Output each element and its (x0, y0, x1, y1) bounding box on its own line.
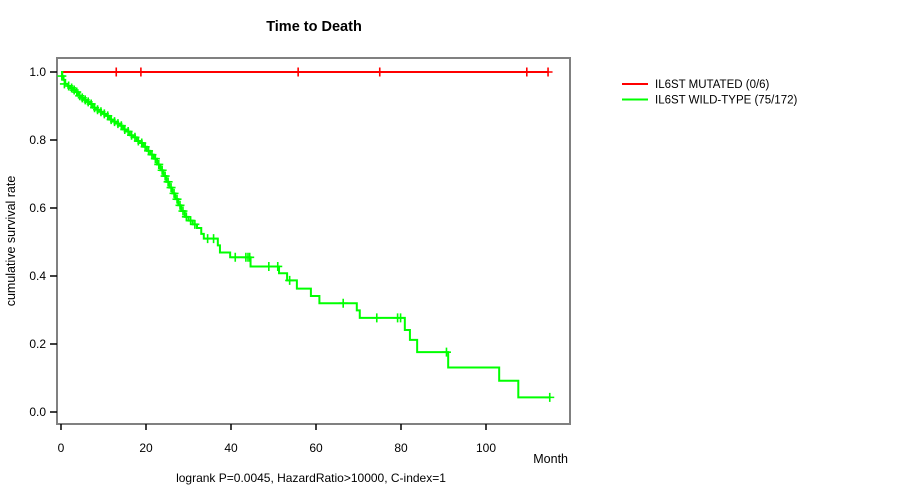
censor-mark (136, 67, 146, 77)
x-tick-label: 100 (476, 441, 496, 455)
censor-mark (441, 347, 451, 357)
censor-mark (169, 188, 179, 198)
x-tick-label: 40 (224, 441, 238, 455)
censor-mark (264, 261, 274, 271)
censor-mark (172, 194, 182, 204)
censor-mark (543, 67, 553, 77)
x-axis-label: Month (533, 452, 568, 466)
x-tick-label: 80 (394, 441, 408, 455)
censor-mark (375, 67, 385, 77)
y-tick-label: 0.2 (29, 337, 46, 351)
censor-mark (59, 79, 69, 89)
censor-mark (293, 67, 303, 77)
censor-mark (338, 298, 348, 308)
y-tick-label: 0.6 (29, 201, 46, 215)
censor-mark (150, 154, 160, 164)
legend-item-mutated: IL6ST MUTATED (0/6) (622, 79, 770, 91)
censor-mark (160, 171, 170, 181)
legend-item-label: IL6ST WILD-TYPE (75/172) (655, 95, 797, 107)
y-axis-label: cumulative survival rate (4, 176, 18, 307)
censor-mark (273, 261, 283, 271)
x-tick-label: 0 (58, 441, 65, 455)
chart-title: Time to Death (266, 19, 362, 35)
censor-mark (230, 252, 240, 262)
censor-mark (285, 275, 295, 285)
censor-mark (522, 67, 532, 77)
censor-mark (111, 67, 121, 77)
x-tick-label: 60 (309, 441, 323, 455)
y-tick-label: 0.8 (29, 133, 46, 147)
y-tick-label: 0.4 (29, 269, 46, 283)
censor-mark (545, 392, 555, 402)
censor-mark (157, 165, 167, 175)
censor-mark (175, 200, 185, 210)
censor-marks-il6st-mutated-0-6 (111, 67, 553, 77)
y-tick-label: 1.0 (29, 65, 46, 79)
censor-mark (154, 159, 164, 169)
legend-item-wild-type: IL6ST WILD-TYPE (75/172) (622, 95, 797, 107)
km-curve-il6st-wild-type-75-172 (61, 71, 551, 399)
censor-mark (396, 313, 406, 323)
censor-mark (372, 313, 382, 323)
censor-mark (178, 206, 188, 216)
censor-mark (190, 219, 200, 229)
censor-mark (245, 252, 255, 262)
footer-stats: logrank P=0.0045, HazardRatio>10000, C-i… (176, 471, 446, 485)
censor-mark (209, 234, 219, 244)
y-tick-label: 0.0 (29, 405, 46, 419)
x-tick-label: 20 (139, 441, 153, 455)
legend: IL6ST MUTATED (0/6) IL6ST WILD-TYPE (75/1… (622, 79, 797, 107)
censor-marks-il6st-wild-type-75-172 (57, 71, 555, 402)
plot-area: 0 20 40 60 80 100 0.0 0.2 0.4 0.6 0.8 1.0 (29, 57, 571, 455)
censor-mark (163, 177, 173, 187)
plot-box (56, 57, 571, 425)
censor-mark (57, 71, 67, 81)
legend-item-label: IL6ST MUTATED (0/6) (655, 79, 770, 91)
censor-mark (166, 183, 176, 193)
